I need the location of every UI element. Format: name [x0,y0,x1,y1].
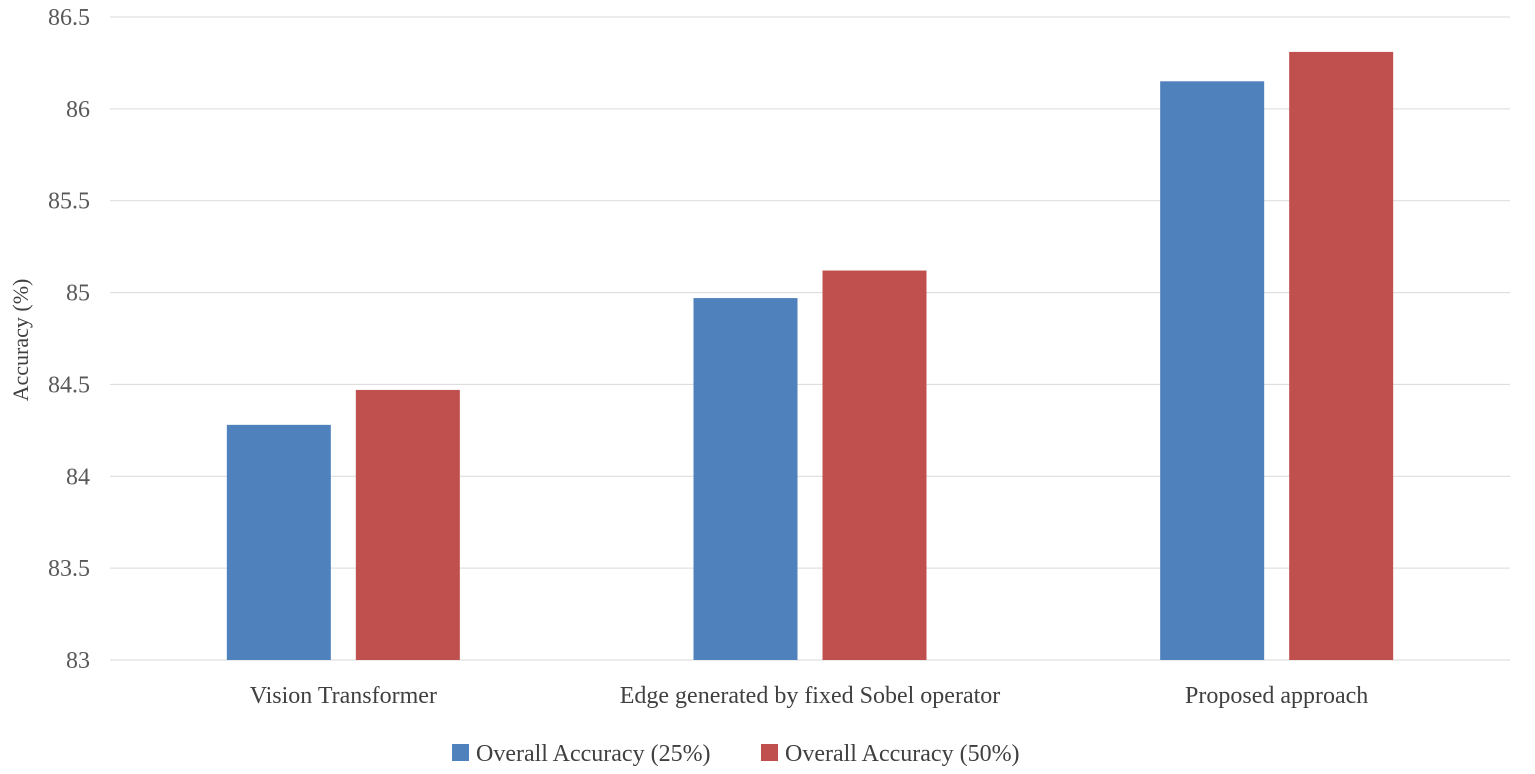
y-tick-label: 84.5 [48,372,90,398]
x-category-label: Vision Transformer [250,683,437,709]
legend-label: Overall Accuracy (25%) [476,741,711,767]
bar [1160,81,1265,661]
y-tick-label: 85.5 [48,189,90,215]
bar [1289,51,1394,661]
bar [822,270,927,660]
y-tick-label: 83.5 [48,556,90,582]
y-tick-label: 86.5 [48,5,90,31]
x-category-label: Edge generated by fixed Sobel operator [620,683,1001,709]
legend-swatch [761,744,778,761]
bars [226,51,1394,661]
legend-swatch [452,744,469,761]
y-tick-label: 83 [66,648,90,674]
x-category-label: Proposed approach [1185,683,1368,709]
y-axis-title: Accuracy (%) [8,279,33,402]
gridlines [110,16,1510,661]
bar [693,298,798,660]
x-axis-categories: Vision Transformer Edge generated by fixe… [250,683,1369,709]
legend-label: Overall Accuracy (50%) [785,741,1020,767]
y-tick-label: 84 [66,464,90,490]
y-tick-label: 86 [66,97,90,123]
bar [226,424,331,660]
bar [355,389,460,660]
y-axis-ticks: 83 83.5 84 84.5 85 85.5 86 86.5 [48,5,90,674]
legend: Overall Accuracy (25%) Overall Accuracy (… [452,741,1020,767]
y-tick-label: 85 [66,281,90,307]
